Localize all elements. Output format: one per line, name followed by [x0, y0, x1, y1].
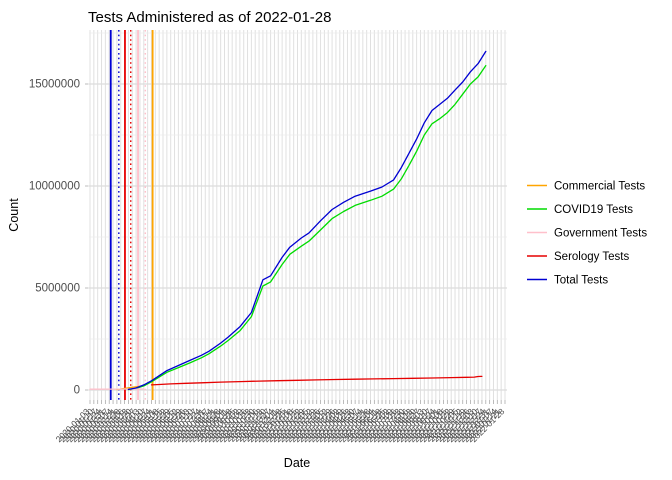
y-tick-label-10000000: 10000000 — [29, 181, 80, 193]
data-series-lines — [89, 50, 487, 391]
legend: Commercial Tests COVID19 Tests Governmen… — [527, 181, 647, 287]
reference-vlines — [109, 30, 154, 400]
y-tick-labels: 0 5000000 10000000 15000000 — [29, 79, 80, 397]
x-axis-title: Date — [284, 456, 310, 470]
legend-item-total-tests: Total Tests — [527, 275, 608, 287]
y-tick-label-15000000: 15000000 — [29, 79, 80, 91]
x-tick-labels: 2020-01-032020-01-102020-01-172020-01-24… — [54, 406, 507, 444]
legend-label-serology-tests: Serology Tests — [554, 251, 629, 263]
y-tick-label-0: 0 — [74, 385, 80, 397]
legend-item-covid19-tests: COVID19 Tests — [527, 204, 633, 216]
legend-item-serology-tests: Serology Tests — [527, 251, 629, 263]
legend-label-commercial-tests: Commercial Tests — [554, 181, 645, 193]
legend-item-government-tests: Government Tests — [527, 228, 647, 240]
axis-tick-marks — [85, 83, 506, 404]
legend-label-total-tests: Total Tests — [554, 275, 608, 287]
legend-label-covid19-tests: COVID19 Tests — [554, 204, 633, 216]
y-tick-label-5000000: 5000000 — [35, 283, 80, 295]
series-line-total-tests — [127, 50, 487, 391]
series-line-covid19-tests — [127, 64, 487, 391]
gridlines — [89, 30, 507, 400]
legend-label-government-tests: Government Tests — [554, 228, 647, 240]
legend-item-commercial-tests: Commercial Tests — [527, 181, 645, 193]
y-axis-title: Count — [7, 198, 21, 232]
series-line-serology-tests — [150, 375, 483, 386]
chart-title: Tests Administered as of 2022-01-28 — [88, 9, 331, 26]
